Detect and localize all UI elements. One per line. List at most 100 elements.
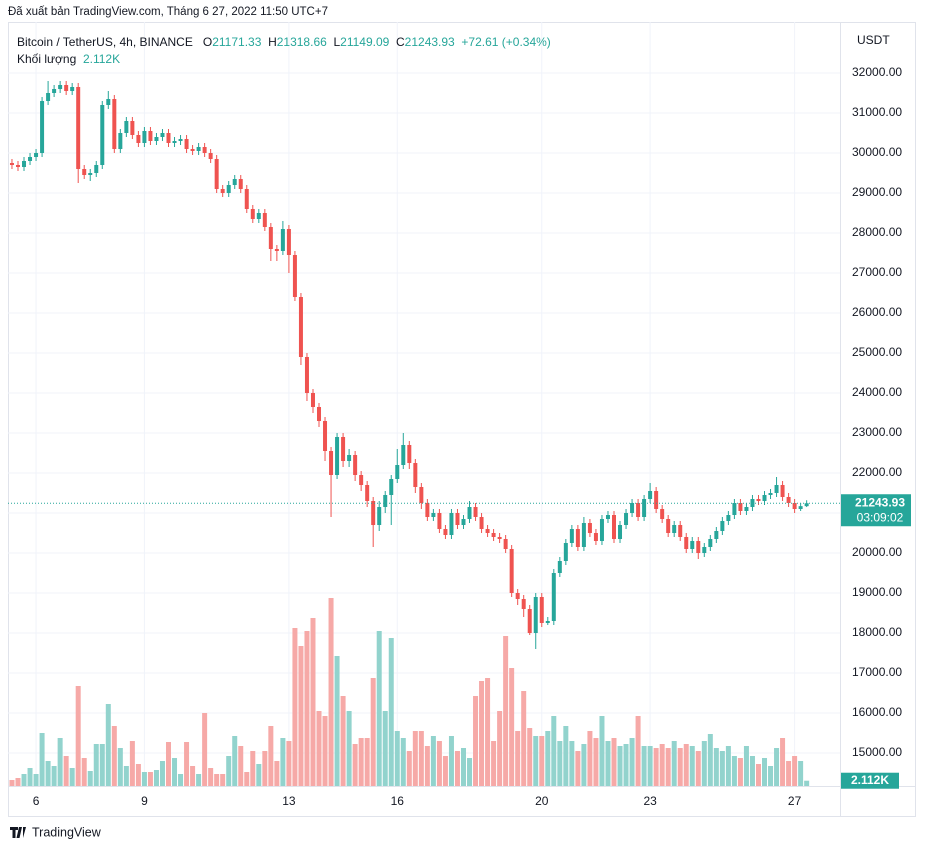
candle-body <box>202 147 207 153</box>
volume-bar <box>316 711 322 786</box>
currency: USDT <box>857 33 890 47</box>
x-tick-label: 16 <box>391 794 405 808</box>
candle-body <box>154 137 159 141</box>
volume-label: 2.112K <box>851 773 889 787</box>
candle-body <box>244 189 249 209</box>
volume-bar <box>424 746 430 786</box>
candle-body <box>732 503 737 515</box>
candle-body <box>545 621 550 623</box>
volume-bar <box>749 756 755 786</box>
candle-body <box>130 121 135 135</box>
x-tick-label: 20 <box>535 794 549 808</box>
volume-bar <box>454 751 460 786</box>
y-tick-label: 31000.00 <box>852 105 902 119</box>
footer-brand: TradingView <box>32 825 102 839</box>
candle-body <box>696 541 701 553</box>
volume-bar <box>208 768 214 786</box>
volume-bar <box>51 766 57 786</box>
volume-bar <box>286 741 292 786</box>
candle-body <box>569 529 574 543</box>
candle-body <box>15 165 20 167</box>
x-tick-label: 23 <box>643 794 657 808</box>
volume-value: 2.112K <box>82 52 121 66</box>
candle-body <box>527 609 532 633</box>
volume-bar <box>27 768 33 786</box>
volume-bar <box>418 731 424 786</box>
candle-body <box>262 213 267 227</box>
candle-body <box>190 149 195 151</box>
last-price-label: 21243.93 <box>855 495 905 509</box>
volume-bar <box>15 778 21 786</box>
candle-body <box>148 131 153 141</box>
volume-bar <box>467 758 473 786</box>
candle-body <box>467 507 472 519</box>
candle-body <box>353 455 358 475</box>
candle-body <box>605 515 610 519</box>
symbol: Bitcoin / TetherUS, 4h, BINANCE <box>17 35 193 49</box>
volume-bar <box>340 696 346 786</box>
volume-bar <box>731 756 737 786</box>
volume-bar <box>262 751 268 786</box>
volume-bar <box>533 736 539 786</box>
candle-body <box>389 479 394 495</box>
candle-body <box>726 515 731 521</box>
candle-body <box>756 499 761 501</box>
candle-body <box>509 549 514 593</box>
volume-bar <box>328 598 334 786</box>
volume-bar <box>792 756 798 786</box>
candle-body <box>774 485 779 493</box>
candle-body <box>76 87 81 169</box>
candle-body <box>274 249 279 251</box>
volume-bar <box>238 746 244 786</box>
candle-body <box>636 503 641 517</box>
candle-body <box>485 529 490 533</box>
volume-bar <box>629 738 635 786</box>
candle-body <box>383 495 388 507</box>
candle-body <box>46 93 51 101</box>
volume-bar <box>388 638 394 786</box>
candle-body <box>497 537 502 539</box>
candle-body <box>515 593 520 599</box>
y-tick-label: 23000.00 <box>852 425 902 439</box>
y-tick-label: 22000.00 <box>852 465 902 479</box>
volume-bar <box>159 761 165 786</box>
candle-body <box>768 493 773 495</box>
candle-body <box>118 133 123 149</box>
candle-body <box>738 503 743 511</box>
y-tick-label: 24000.00 <box>852 385 902 399</box>
candle-body <box>106 99 111 105</box>
candle-body <box>533 597 538 633</box>
candle-body <box>256 213 261 219</box>
candle-body <box>317 407 322 421</box>
y-tick-label: 18000.00 <box>852 625 902 639</box>
ohlc-value: 21149.09 <box>340 35 390 49</box>
candle-body <box>780 485 785 497</box>
candle-body <box>666 519 671 533</box>
candle-body <box>310 393 315 407</box>
volume-bar <box>117 748 123 786</box>
volume-bar <box>786 761 792 786</box>
candles <box>9 81 809 649</box>
volume-bar <box>232 736 238 786</box>
volume-bar <box>671 741 677 786</box>
volume-bar <box>593 738 599 786</box>
volume-bar <box>394 731 400 786</box>
volume-bar <box>33 774 39 786</box>
volume-bar <box>647 746 653 786</box>
volume-bar <box>412 731 418 786</box>
volume-bar <box>310 618 316 786</box>
volume-bar <box>202 713 208 786</box>
x-tick-label: 9 <box>141 794 148 808</box>
volume-bar <box>147 772 153 786</box>
candle-body <box>708 539 713 547</box>
volume-bar <box>141 772 147 786</box>
candle-body <box>599 519 604 541</box>
volume-title: Khối lượng <box>17 52 77 66</box>
volume-bar <box>665 748 671 786</box>
change: +72.61 (+0.34%) <box>461 35 551 49</box>
candle-body <box>304 357 309 393</box>
candle-body <box>786 497 791 503</box>
volume-bar <box>774 748 780 786</box>
volume-bar <box>635 716 641 786</box>
volume-bar <box>69 768 75 786</box>
